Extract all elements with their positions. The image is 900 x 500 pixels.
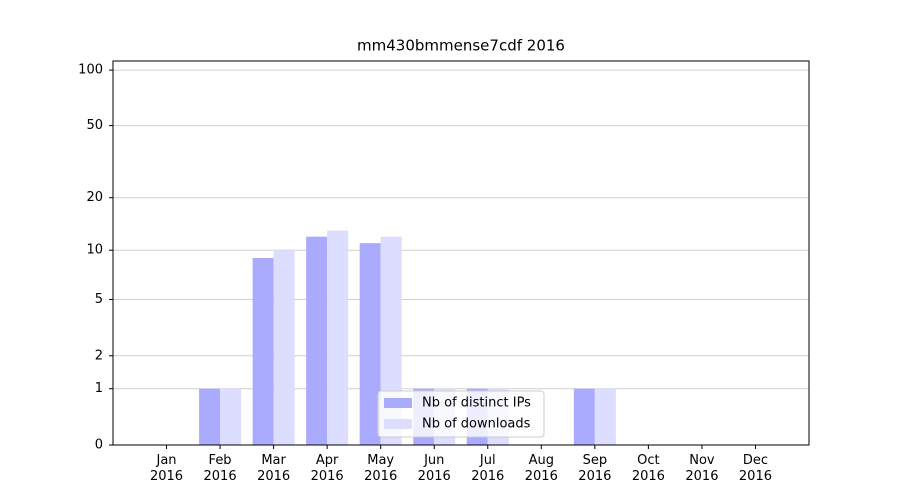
legend-swatch — [384, 398, 412, 408]
x-tick-label: Feb 2016 — [203, 453, 237, 484]
bar — [273, 250, 295, 445]
y-tick-label: 2 — [95, 348, 103, 363]
x-tick-label: Mar 2016 — [257, 453, 291, 484]
y-tick-label: 10 — [86, 243, 103, 258]
x-tick-label: Sep 2016 — [578, 453, 612, 484]
legend: Nb of distinct IPs Nb of downloads — [377, 390, 545, 438]
y-tick-label: 100 — [78, 63, 103, 78]
bar — [594, 388, 616, 445]
bar — [306, 236, 328, 445]
x-tick-label: Apr 2016 — [310, 453, 344, 484]
bar — [359, 243, 381, 445]
y-tick-label: 5 — [95, 292, 103, 307]
legend-label: Nb of downloads — [422, 417, 531, 432]
chart-title: mm430bmmense7cdf 2016 — [357, 37, 565, 55]
legend-box — [377, 390, 545, 438]
bar — [327, 230, 349, 445]
bar — [199, 388, 221, 445]
x-tick-label: Dec 2016 — [738, 453, 772, 484]
x-tick-label: Aug 2016 — [524, 453, 558, 484]
bar — [573, 388, 595, 445]
legend-label: Nb of distinct IPs — [422, 396, 531, 411]
x-tick-label: Nov 2016 — [685, 453, 719, 484]
y-tick-label: 20 — [86, 190, 103, 205]
x-tick-label: Jul 2016 — [471, 453, 505, 484]
bar — [220, 388, 242, 445]
bar — [252, 257, 274, 445]
legend-swatch — [384, 419, 412, 429]
plot-frame — [112, 60, 810, 446]
y-tick-label: 1 — [95, 381, 103, 396]
x-tick-label: May 2016 — [364, 453, 398, 484]
y-tick-label: 50 — [86, 118, 103, 133]
y-tick-label: 0 — [95, 438, 103, 453]
x-tick-label: Jun 2016 — [417, 453, 451, 484]
x-tick-label: Jan 2016 — [149, 453, 184, 484]
x-tick-label: Oct 2016 — [631, 453, 665, 484]
